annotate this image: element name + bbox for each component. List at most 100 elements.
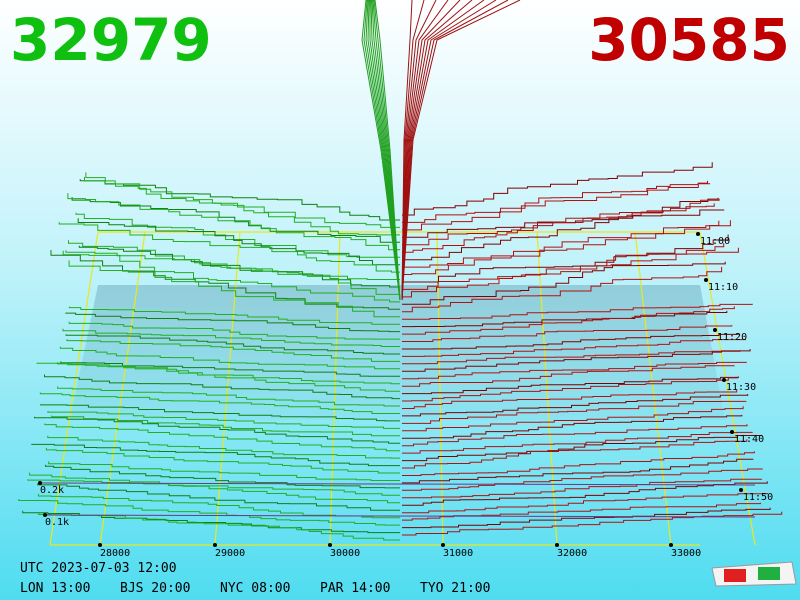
ask-depth-line (402, 511, 783, 536)
tick-dot (696, 232, 700, 236)
bid-depth-line (39, 392, 400, 414)
bid-depth-line (38, 512, 400, 541)
ask-depth-line (402, 478, 763, 499)
bid-depth-line (50, 250, 400, 310)
city-time: BJS 20:00 (120, 581, 190, 596)
price-tick-label: 30000 (330, 548, 360, 559)
ask-depth-line (402, 481, 768, 506)
tick-dot (704, 278, 708, 282)
price-tick-label: 28000 (100, 548, 130, 559)
ask-depth-line (402, 325, 733, 342)
ask-depth-line (402, 180, 708, 231)
bid-depth-line (75, 212, 400, 258)
ask-depth-line (402, 400, 747, 424)
bid-depth-line (48, 461, 400, 481)
tick-dot (38, 481, 42, 485)
tick-dot (43, 513, 47, 517)
grid-line (214, 231, 241, 546)
bid-depth-line (71, 197, 400, 243)
bid-depth-line (77, 218, 400, 266)
tick-dot (441, 543, 445, 547)
bid-depth-line (40, 404, 400, 422)
ask-depth-line (402, 376, 739, 402)
ask-depth-line (402, 247, 739, 290)
bid-depth-line (67, 193, 400, 251)
volume-level-line (39, 482, 756, 486)
bid-depth-line (44, 374, 400, 400)
city-time: NYC 08:00 (220, 581, 290, 596)
tick-dot (730, 430, 734, 434)
ask-depth-line (402, 493, 768, 514)
tick-dot (713, 328, 717, 332)
bid-depth-line (68, 306, 400, 325)
bid-depth-line (47, 411, 400, 429)
bid-depth-line (37, 483, 400, 511)
bid-depth-line (44, 423, 400, 452)
3d-glasses-icon (711, 561, 797, 587)
bid-depth-line (68, 240, 400, 280)
bid-depth-line (47, 435, 400, 459)
ask-depth-line (402, 390, 738, 409)
bid-depth-line (57, 386, 400, 407)
floor-shadow (70, 285, 725, 420)
bid-depth-line (79, 179, 400, 221)
price-tick-label: 33000 (671, 548, 701, 559)
depth-lines (18, 0, 783, 541)
city-time: PAR 14:00 (320, 581, 390, 596)
tick-dot (739, 488, 743, 492)
time-tick-label: 11:50 (743, 492, 773, 503)
city-time: LON 13:00 (20, 581, 90, 596)
bid-depth-line (36, 362, 400, 385)
ask-depth-line (402, 414, 743, 439)
ask-depth-line (402, 333, 739, 350)
ask-depth-line (402, 468, 763, 491)
ask-depth-line (402, 350, 741, 365)
axis-labels: 28000 29000 30000 31000 32000 33000 0.2k 0.1k 11… (38, 232, 773, 559)
bid-depth-line (60, 361, 400, 377)
ask-depth-line (402, 458, 754, 484)
ask-depth-line (402, 502, 761, 521)
ask-depth-line (402, 303, 753, 320)
tick-dot (213, 543, 217, 547)
ask-total: 30585 (588, 6, 790, 74)
tick-dot (555, 543, 559, 547)
bid-depth-line (59, 346, 400, 370)
ask-depth-line (402, 434, 763, 462)
tick-dot (722, 378, 726, 382)
ask-depth-line (402, 209, 725, 261)
bid-depth-line (68, 260, 400, 318)
grid-line (536, 231, 558, 546)
bid-depth-line (34, 416, 400, 444)
price-tick-label: 29000 (215, 548, 245, 559)
ask-depth-line (402, 310, 728, 328)
ask-depth-line (402, 183, 711, 223)
ask-depth-line (402, 406, 744, 432)
bid-depth-line (66, 339, 400, 362)
ask-depth-line (402, 361, 747, 380)
city-time: TYO 21:00 (420, 581, 490, 596)
ask-depth-line (402, 198, 720, 253)
ask-depth-line (402, 376, 739, 395)
volume-tick-label: 0.2k (40, 485, 64, 496)
volume-level-line (44, 514, 756, 518)
bid-total: 32979 (10, 6, 212, 74)
ask-depth-line (402, 507, 771, 529)
ask-depth-line (402, 394, 749, 417)
ask-depth-line (402, 220, 720, 268)
bid-depth-line (29, 472, 400, 504)
ask-depth-line (402, 162, 713, 216)
volume-tick-label: 0.1k (45, 517, 69, 528)
ask-depth-line (402, 266, 723, 313)
ask-depth-line (402, 431, 753, 454)
ask-depth-line (402, 203, 715, 246)
ask-depth-line (402, 220, 731, 275)
utc-time: UTC 2023-07-03 12:00 (20, 561, 177, 576)
ask-depth-line (402, 339, 746, 357)
ask-depth-line (402, 243, 725, 298)
ask-depth-line (402, 306, 735, 335)
ask-depth-line (402, 365, 735, 387)
bid-depth-line (78, 245, 400, 288)
bid-depth-line (27, 479, 400, 496)
grid-right-edge (699, 231, 756, 546)
